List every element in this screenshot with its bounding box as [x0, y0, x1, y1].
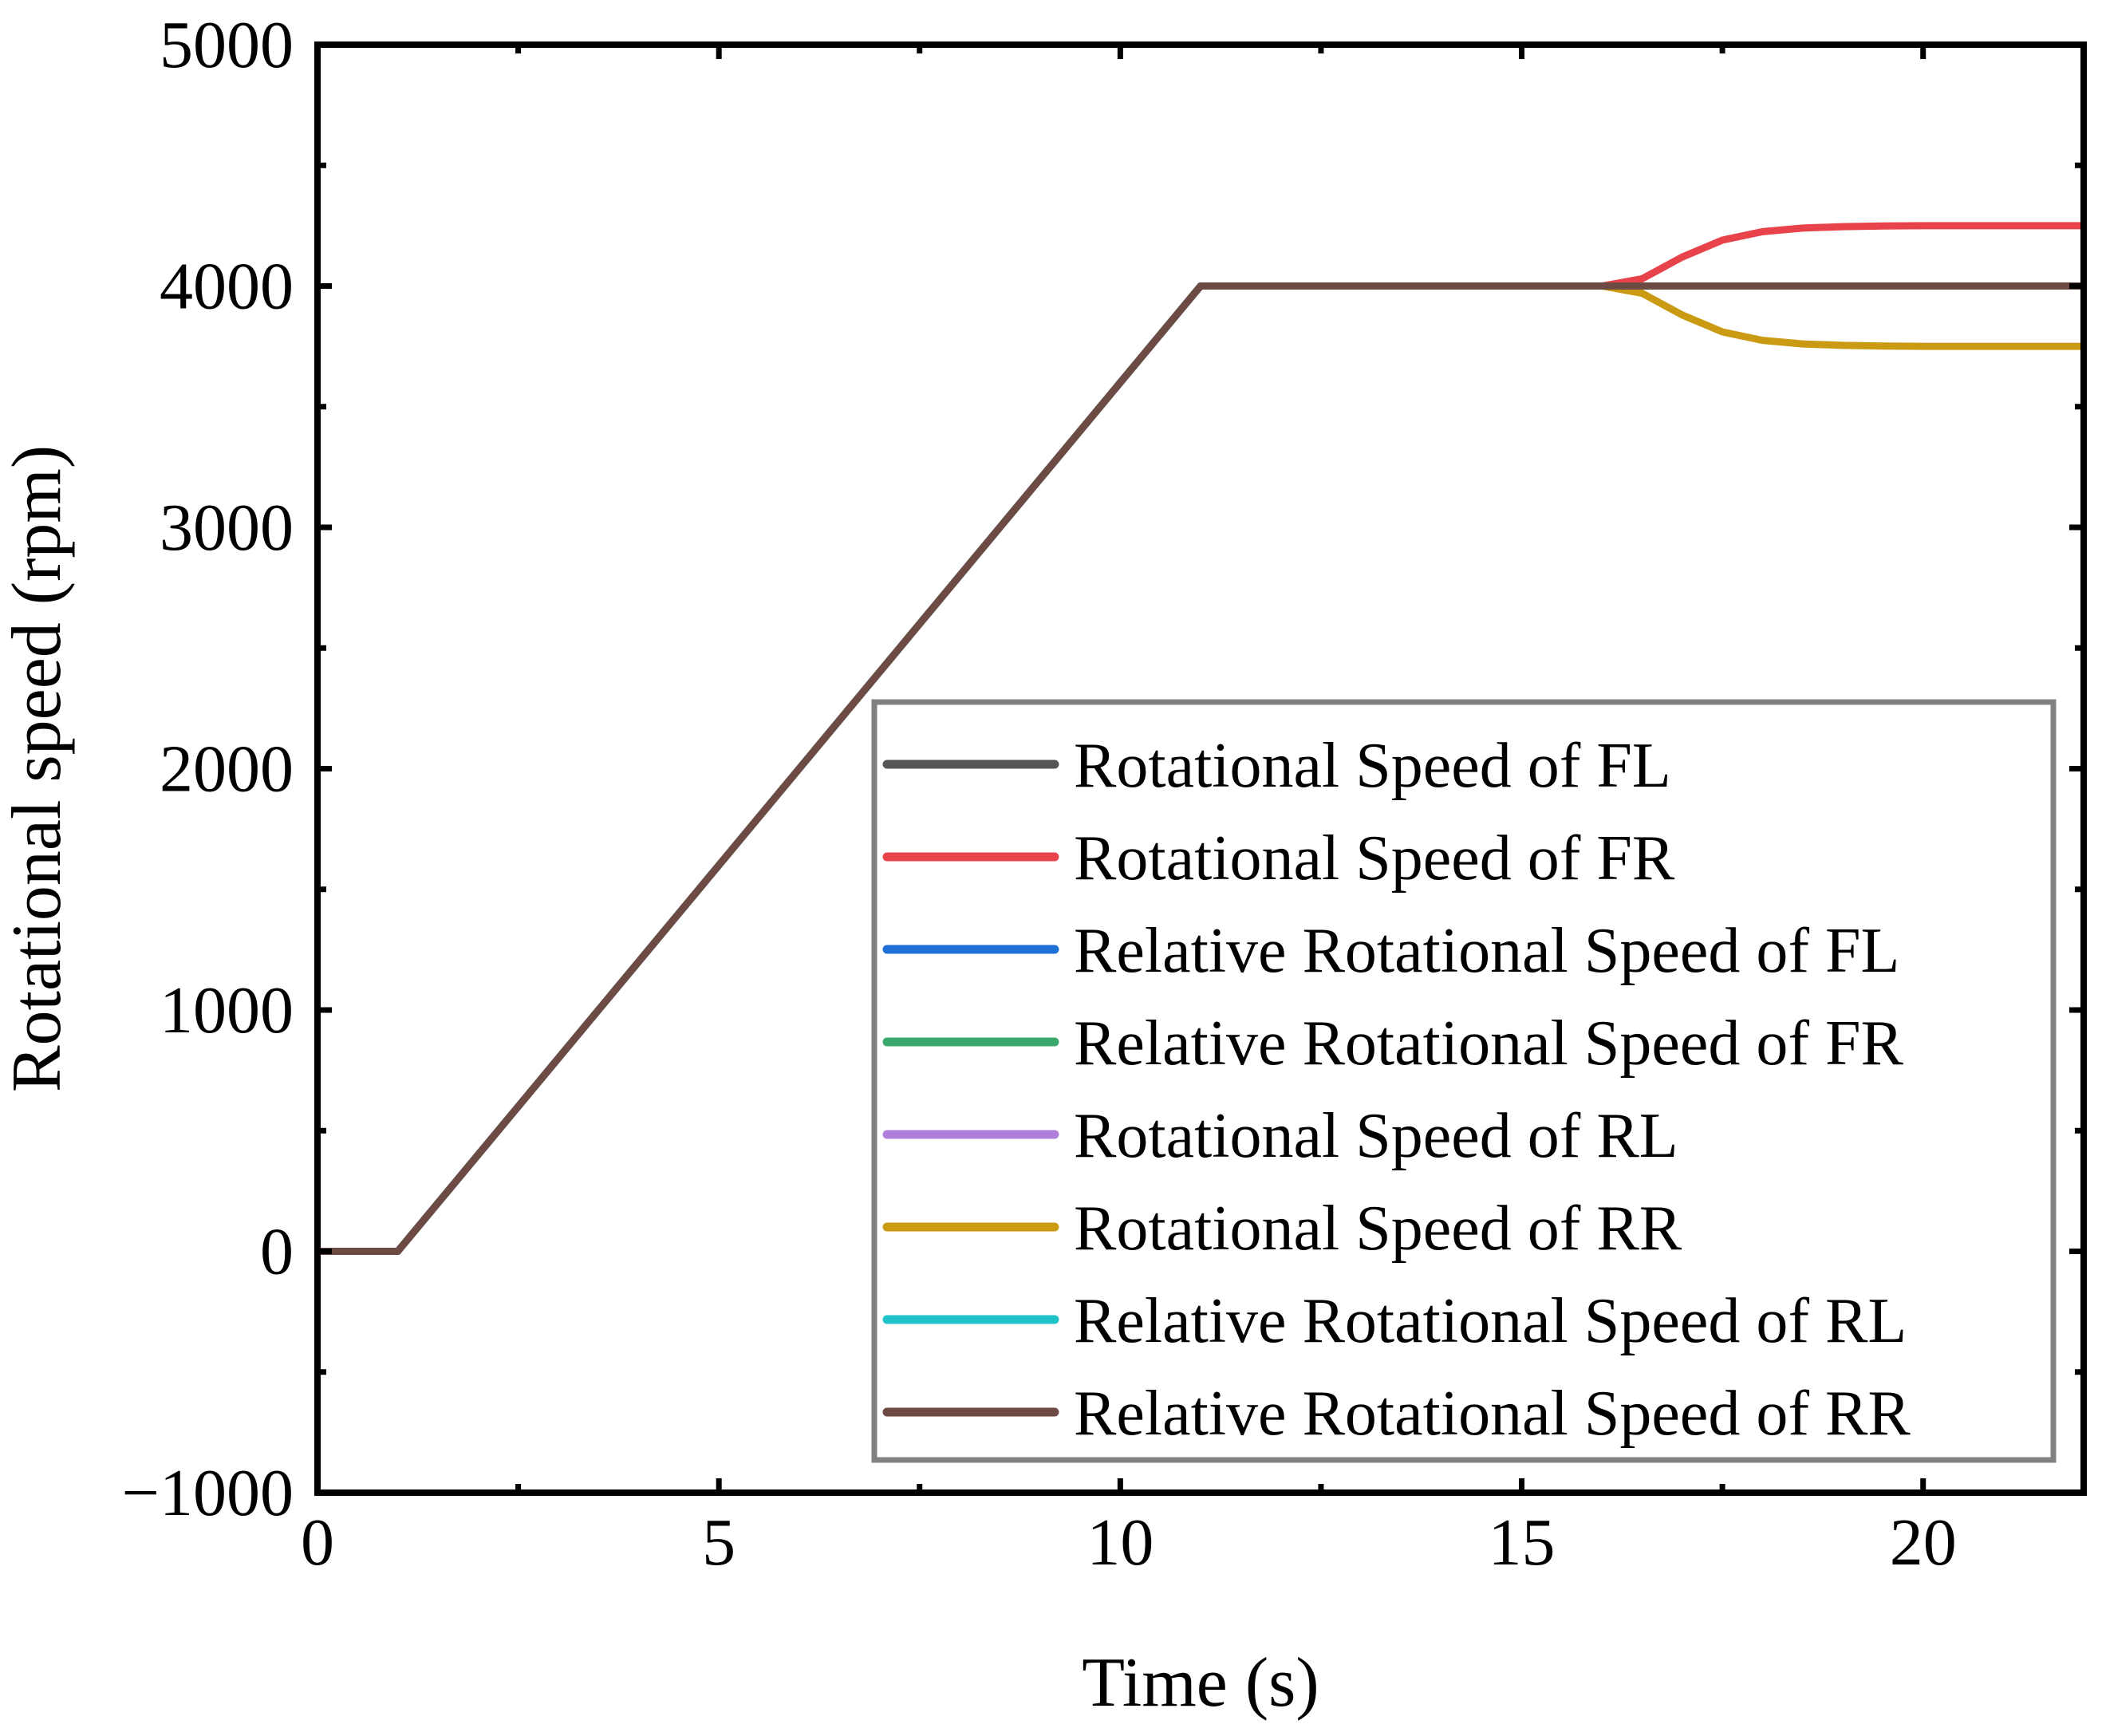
legend-label: Rotational Speed of RR [1074, 1194, 1682, 1264]
legend-label: Relative Rotational Speed of RR [1074, 1379, 1911, 1449]
y-tick-label: 3000 [160, 491, 294, 565]
legend-label: Rotational Speed of FR [1074, 823, 1675, 894]
y-tick-label: 4000 [160, 250, 294, 324]
y-tick-label: 0 [260, 1215, 294, 1289]
y-tick-label: −1000 [122, 1456, 294, 1530]
legend-label: Relative Rotational Speed of RL [1074, 1286, 1907, 1356]
x-axis-title: Time (s) [1082, 1644, 1319, 1722]
legend-label: Rotational Speed of FL [1074, 731, 1671, 801]
x-tick-label: 10 [1086, 1505, 1154, 1580]
x-tick-label: 0 [301, 1505, 334, 1580]
series-layer [317, 222, 2084, 1255]
legend: Rotational Speed of FL Rotational Speed o… [871, 699, 2057, 1463]
legend-label: Rotational Speed of RL [1074, 1101, 1678, 1171]
x-tick-label: 15 [1489, 1505, 1556, 1580]
x-tick-label: 20 [1890, 1505, 1957, 1580]
legend-label: Relative Rotational Speed of FR [1074, 1008, 1903, 1079]
y-tick-label: 1000 [160, 973, 294, 1048]
y-tick-label: 5000 [160, 8, 294, 82]
ticks-layer [314, 41, 2084, 1496]
x-tick-label: 5 [702, 1505, 736, 1580]
legend-label: Relative Rotational Speed of FL [1074, 916, 1899, 986]
y-tick-label: 2000 [160, 732, 294, 807]
series-line-8 [317, 282, 2084, 1255]
legend-box [871, 699, 2057, 1463]
y-axis-title: Rotational speed (rpm) [0, 445, 76, 1092]
